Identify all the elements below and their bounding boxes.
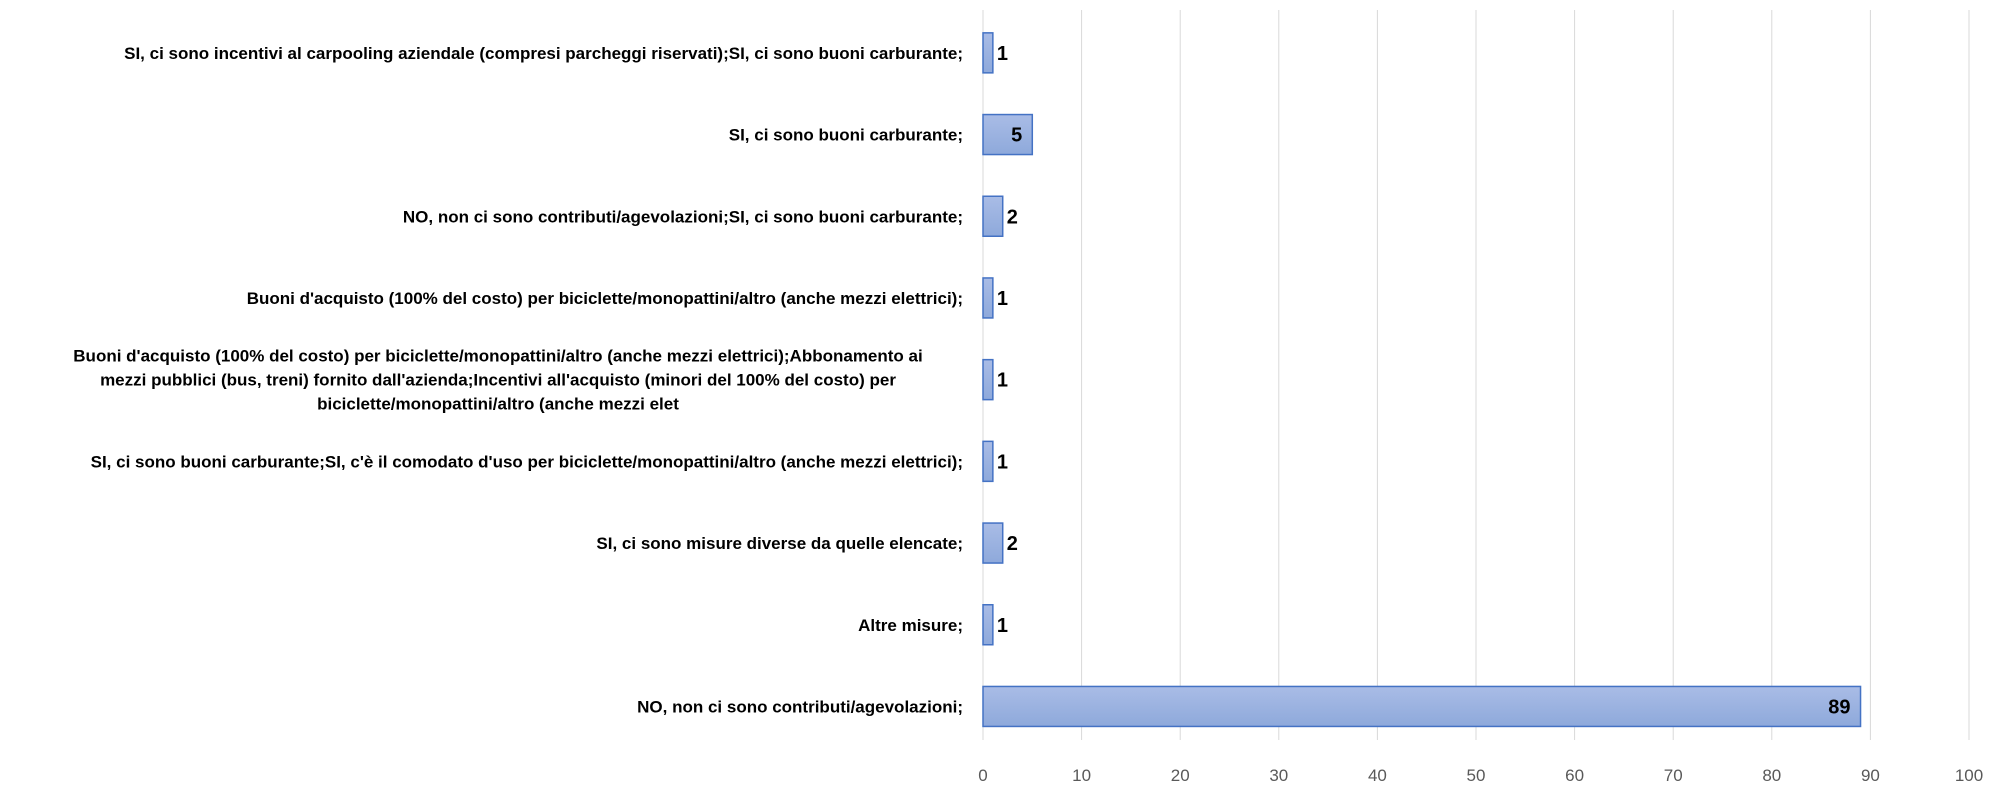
x-tick-label: 60 bbox=[1565, 766, 1584, 785]
category-label: SI, ci sono buoni carburante;SI, c'è il … bbox=[91, 452, 963, 471]
x-tick-label: 90 bbox=[1861, 766, 1880, 785]
x-tick-label: 10 bbox=[1072, 766, 1091, 785]
category-labels: SI, ci sono incentivi al carpooling azie… bbox=[73, 44, 963, 717]
bar bbox=[982, 685, 1862, 728]
data-label: 1 bbox=[997, 615, 1008, 637]
category-label-line: SI, ci sono misure diverse da quelle ele… bbox=[596, 534, 963, 553]
x-tick-label: 100 bbox=[1955, 766, 1983, 785]
category-label-line: Buoni d'acquisto (100% del costo) per bi… bbox=[247, 289, 963, 308]
data-label: 2 bbox=[1007, 206, 1018, 228]
category-label: Buoni d'acquisto (100% del costo) per bi… bbox=[73, 347, 922, 414]
bars bbox=[982, 32, 1862, 728]
x-tick-label: 0 bbox=[978, 766, 987, 785]
data-label: 1 bbox=[997, 370, 1008, 392]
x-tick-label: 50 bbox=[1467, 766, 1486, 785]
data-label: 89 bbox=[1828, 696, 1850, 718]
category-label: NO, non ci sono contributi/agevolazioni; bbox=[637, 697, 963, 716]
category-label: Altre misure; bbox=[858, 616, 963, 635]
x-axis-tick-labels: 0 10 20 30 40 50 60 70 80 90 100 bbox=[978, 766, 1983, 785]
bar bbox=[982, 440, 994, 483]
category-label-line: mezzi pubblici (bus, treni) fornito dall… bbox=[100, 371, 896, 390]
bar bbox=[982, 113, 1034, 156]
category-label: SI, ci sono incentivi al carpooling azie… bbox=[124, 44, 963, 63]
bar bbox=[982, 277, 994, 319]
category-label-line: NO, non ci sono contributi/agevolazioni; bbox=[637, 697, 963, 716]
data-label: 2 bbox=[1007, 533, 1018, 555]
category-label-line: NO, non ci sono contributi/agevolazioni;… bbox=[403, 207, 963, 226]
x-tick-label: 20 bbox=[1171, 766, 1190, 785]
data-label: 1 bbox=[997, 43, 1008, 65]
bar bbox=[982, 358, 994, 401]
bar bbox=[982, 32, 994, 74]
category-label-line: Altre misure; bbox=[858, 616, 963, 635]
x-tick-label: 70 bbox=[1664, 766, 1683, 785]
x-tick-label: 80 bbox=[1762, 766, 1781, 785]
category-label-line: SI, ci sono buoni carburante;SI, c'è il … bbox=[91, 452, 963, 471]
x-tick-label: 40 bbox=[1368, 766, 1387, 785]
gridlines bbox=[982, 10, 1970, 740]
bar bbox=[982, 195, 1004, 237]
bar bbox=[982, 604, 994, 646]
category-label-line: SI, ci sono buoni carburante; bbox=[729, 126, 963, 145]
category-label-line: SI, ci sono incentivi al carpooling azie… bbox=[124, 44, 963, 63]
category-label: Buoni d'acquisto (100% del costo) per bi… bbox=[247, 289, 963, 308]
bar bbox=[982, 522, 1004, 564]
category-label: SI, ci sono buoni carburante; bbox=[729, 126, 963, 145]
category-label-line: Buoni d'acquisto (100% del costo) per bi… bbox=[73, 347, 922, 366]
category-label: NO, non ci sono contributi/agevolazioni;… bbox=[403, 207, 963, 226]
category-label-line: biciclette/monopattini/altro (anche mezz… bbox=[317, 395, 679, 414]
data-label: 5 bbox=[1011, 125, 1022, 147]
data-labels: 1 5 2 1 1 1 2 1 89 bbox=[997, 43, 1851, 719]
data-label: 1 bbox=[997, 451, 1008, 473]
category-label: SI, ci sono misure diverse da quelle ele… bbox=[596, 534, 963, 553]
data-label: 1 bbox=[997, 288, 1008, 310]
x-tick-label: 30 bbox=[1269, 766, 1288, 785]
